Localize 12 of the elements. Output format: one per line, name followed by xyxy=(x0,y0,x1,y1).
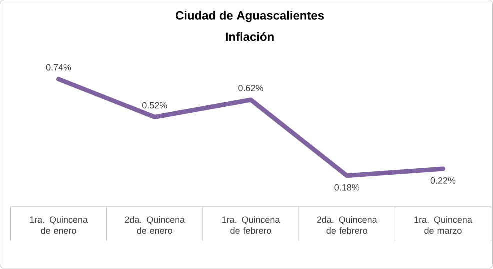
data-label: 0.62% xyxy=(238,85,264,92)
x-tick-label: 2da. Quincena de febrero xyxy=(317,216,378,234)
data-label: 0.74% xyxy=(46,64,72,71)
chart-title: Ciudad de Aguascalientes xyxy=(176,11,324,22)
data-label: 0.22% xyxy=(430,178,456,184)
data-label: 0.52% xyxy=(142,102,168,109)
x-tick-label: 1ra. Quincena de enero xyxy=(30,216,88,234)
chart-subtitle: Inflación xyxy=(226,32,274,42)
x-tick-label: 2da. Quincena de enero xyxy=(125,216,186,234)
data-label: 0.18% xyxy=(334,184,360,191)
x-tick-label: 1ra. Quincena de marzo xyxy=(414,216,472,234)
x-tick-label: 1ra. Quincena de febrero xyxy=(222,216,280,234)
